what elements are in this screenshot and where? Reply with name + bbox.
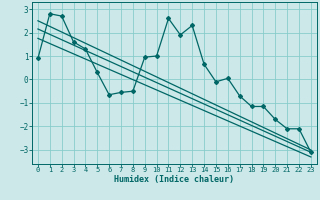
X-axis label: Humidex (Indice chaleur): Humidex (Indice chaleur) — [115, 175, 234, 184]
